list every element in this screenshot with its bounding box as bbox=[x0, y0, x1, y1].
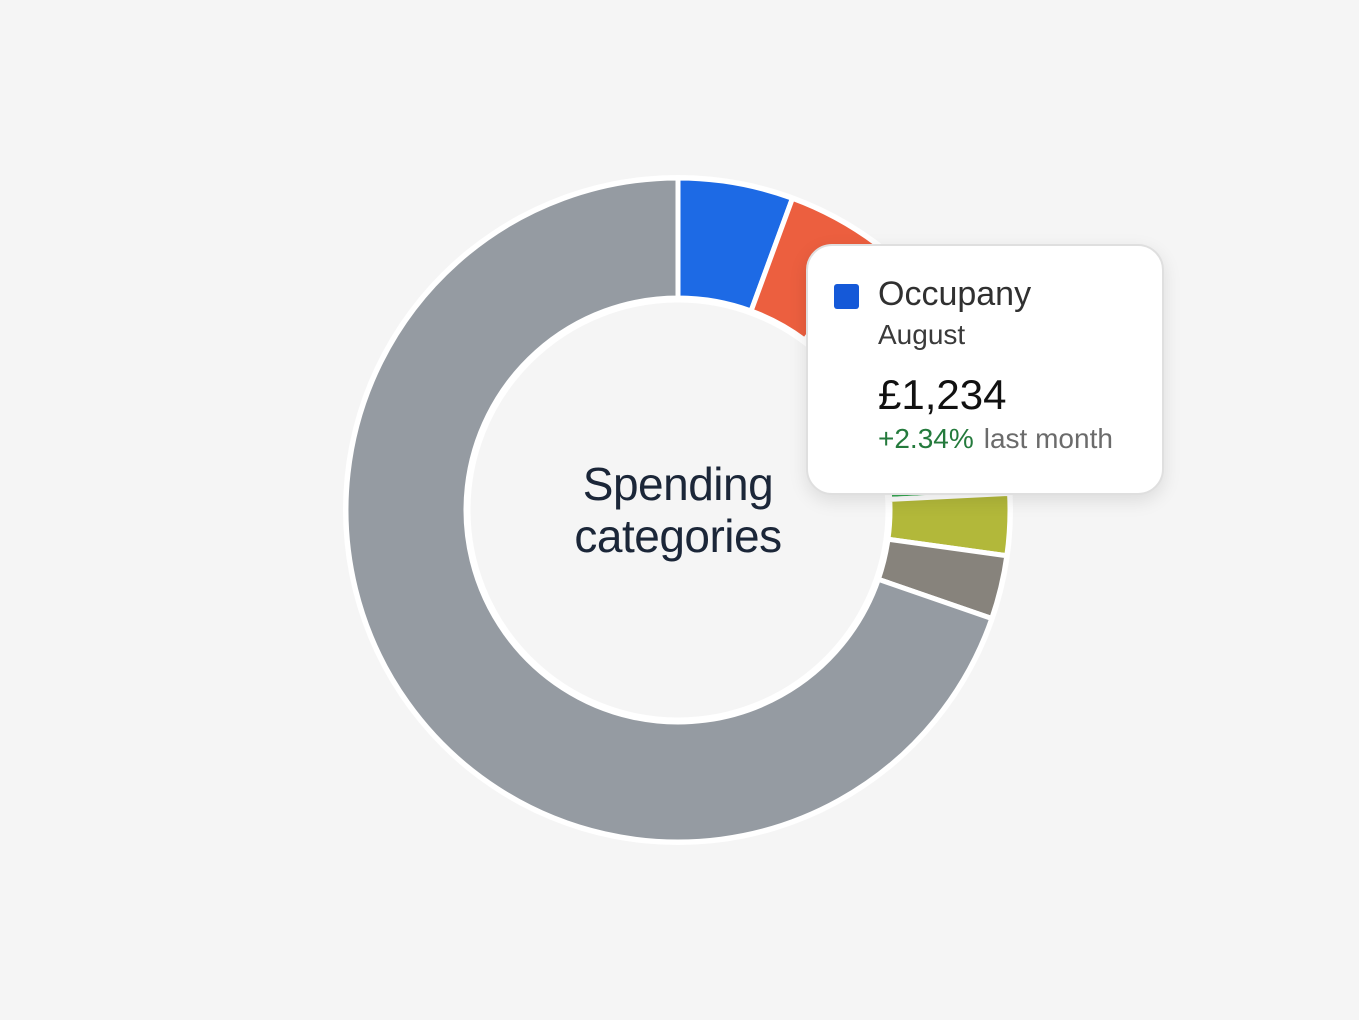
tooltip-change-row: +2.34% last month bbox=[878, 422, 1113, 456]
center-title-line2: categories bbox=[574, 510, 782, 562]
center-title-line1: Spending bbox=[582, 458, 774, 510]
tooltip-amount: £1,234 bbox=[878, 371, 1007, 418]
tooltip-color-swatch bbox=[834, 284, 859, 309]
slice-tooltip: Occupany August £1,234 +2.34% last month bbox=[806, 244, 1164, 495]
chart-center-title: Spending categories bbox=[528, 458, 828, 562]
donut-hole bbox=[465, 297, 891, 723]
tooltip-month: August bbox=[878, 319, 966, 350]
tooltip-change-percent: +2.34% bbox=[878, 423, 974, 454]
tooltip-category: Occupany bbox=[878, 275, 1032, 313]
tooltip-change-period: last month bbox=[983, 423, 1113, 454]
